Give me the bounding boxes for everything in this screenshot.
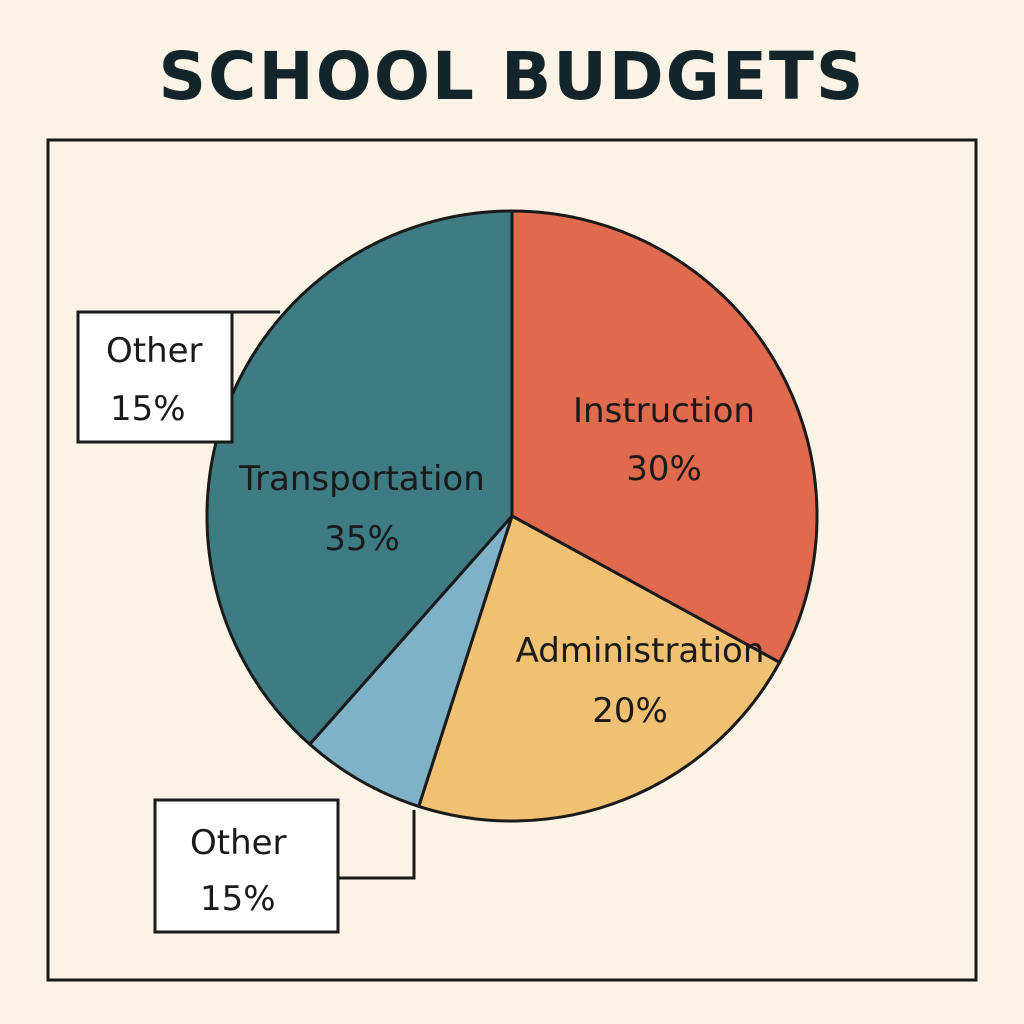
pie-slice-unlabeled	[308, 514, 514, 808]
callout-label-upper: Other	[106, 331, 203, 371]
pie-slice-administration	[417, 514, 782, 823]
callout-other-upper: Other 15%	[76, 310, 280, 444]
slice-value-administration: 20%	[592, 691, 668, 731]
slice-label-administration: Administration	[516, 631, 765, 671]
callout-box-upper	[76, 310, 234, 444]
callout-label-lower: Other	[190, 823, 287, 863]
slice-labels: Instruction 30% Administration 20% Trans…	[238, 391, 764, 731]
callout-connector-lower	[338, 810, 416, 880]
slice-value-transportation: 35%	[324, 519, 400, 559]
chart-frame	[46, 138, 978, 982]
pie-slice-instruction	[510, 209, 819, 664]
pie-slices	[205, 209, 819, 823]
callout-other-lower: Other 15%	[153, 798, 416, 934]
slice-label-transportation: Transportation	[238, 459, 485, 499]
callout-value-upper: 15%	[110, 389, 186, 429]
callout-box-lower	[153, 798, 340, 934]
callout-value-lower: 15%	[200, 879, 276, 919]
chart-title: SCHOOL BUDGETS	[158, 38, 866, 115]
slice-label-instruction: Instruction	[573, 391, 755, 431]
slice-value-instruction: 30%	[626, 449, 702, 489]
